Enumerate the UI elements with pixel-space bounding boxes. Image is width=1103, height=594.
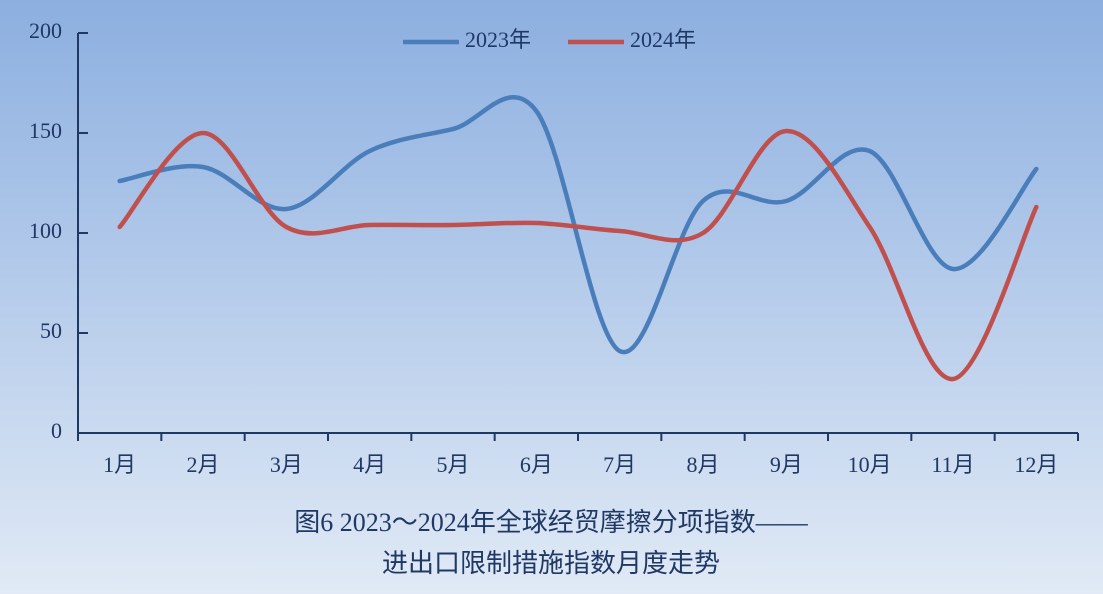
x-tick-label: 2月 xyxy=(186,452,219,477)
x-tick-label: 3月 xyxy=(270,452,303,477)
y-tick-label: 150 xyxy=(29,118,62,143)
x-tick-label: 4月 xyxy=(353,452,386,477)
chart-title: 图6 2023～2024年全球经贸摩擦分项指数—— xyxy=(294,508,809,537)
y-tick-label: 100 xyxy=(29,218,62,243)
x-tick-label: 5月 xyxy=(436,452,469,477)
x-tick-label: 9月 xyxy=(770,452,803,477)
legend-label: 2023年 xyxy=(465,27,531,52)
x-tick-label: 6月 xyxy=(520,452,553,477)
x-tick-label: 7月 xyxy=(603,452,636,477)
y-tick-label: 200 xyxy=(29,18,62,43)
x-tick-label: 11月 xyxy=(931,452,974,477)
x-tick-label: 8月 xyxy=(686,452,719,477)
chart-title: 进出口限制措施指数月度走势 xyxy=(382,549,720,578)
series-line xyxy=(117,128,1039,382)
x-tick-label: 10月 xyxy=(848,452,892,477)
y-tick-label: 50 xyxy=(40,318,62,343)
series-line xyxy=(117,95,1039,355)
y-tick-label: 0 xyxy=(51,418,62,443)
x-tick-label: 12月 xyxy=(1014,452,1058,477)
x-tick-label: 1月 xyxy=(103,452,136,477)
legend-label: 2024年 xyxy=(630,27,696,52)
